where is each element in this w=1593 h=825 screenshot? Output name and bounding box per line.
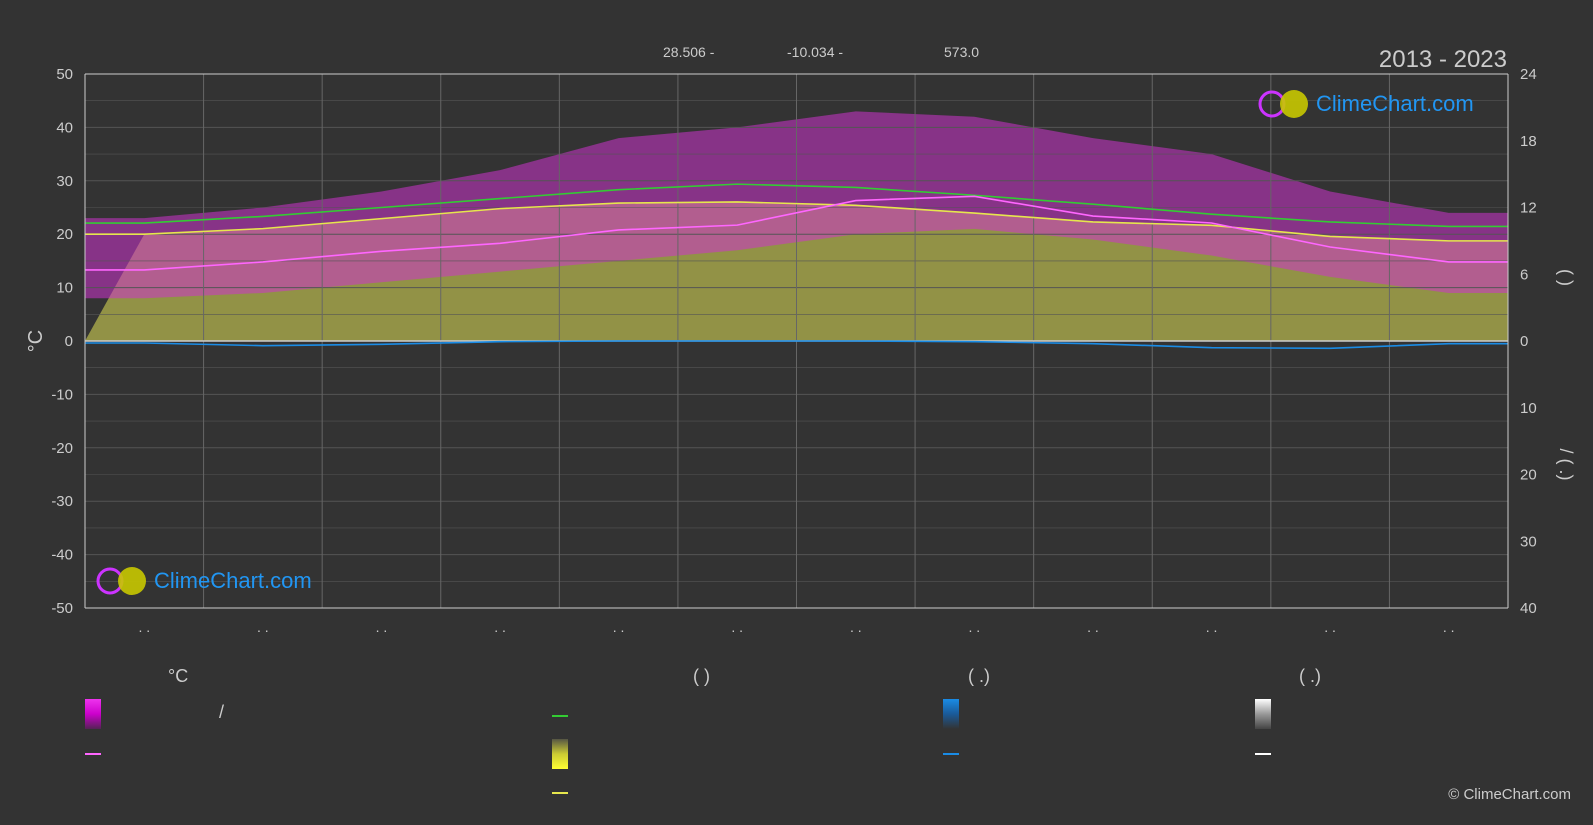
legend-temp-range-swatch: [85, 699, 101, 729]
x-tick-label: . .: [376, 619, 388, 635]
mean-temp-line: [85, 195, 1508, 271]
legend-avg-sunshine-swatch: [552, 792, 568, 794]
y-left-tick-label: 30: [56, 173, 73, 190]
x-tick-label: . .: [494, 619, 506, 635]
y-left-tick-label: 10: [56, 280, 73, 297]
longitude-label: -10.034 -: [787, 44, 844, 60]
y-right-lower-tick-label: 30: [1520, 533, 1537, 550]
legend-avg-snow-swatch: [1255, 753, 1271, 755]
legend-temp-heading: °C: [168, 666, 189, 686]
y-left-tick-label: -30: [51, 493, 73, 510]
x-tick-label: . .: [257, 619, 269, 635]
logo-top[interactable]: ClimeChart.com: [1258, 88, 1474, 120]
y-right-upper-axis-title: ( ): [1556, 269, 1576, 286]
y-left-axis-title: °C: [25, 330, 47, 352]
y-left-tick-label: -20: [51, 440, 73, 457]
x-tick-label: . .: [138, 619, 150, 635]
legend-sunshine-swatch: [552, 739, 568, 769]
y-left-tick-label: 40: [56, 119, 73, 136]
legend-snow-heading: ( .): [1299, 666, 1321, 686]
x-tick-label: . .: [1206, 619, 1218, 635]
x-tick-label: . .: [1324, 619, 1336, 635]
legend-mean-temp-swatch: [85, 753, 101, 755]
legend-sun-heading: ( ): [693, 666, 710, 686]
elevation-label: 573.0: [944, 44, 980, 60]
y-right-lower-tick-label: 10: [1520, 400, 1537, 417]
logo-top-text: ClimeChart.com: [1316, 91, 1474, 116]
logo-bottom-text: ClimeChart.com: [154, 568, 312, 593]
copyright-label: © ClimeChart.com: [1448, 786, 1571, 803]
y-right-upper-tick-label: 18: [1520, 133, 1537, 150]
y-right-lower-tick-label: 40: [1520, 600, 1537, 617]
period-label: 2013 - 2023: [1378, 46, 1507, 73]
y-left-tick-label: 0: [65, 333, 73, 350]
sunshine-line: [85, 201, 1508, 242]
y-left-tick-label: -50: [51, 600, 73, 617]
y-right-upper-tick-label: 6: [1520, 266, 1528, 283]
y-right-upper-tick-label: 24: [1520, 66, 1537, 83]
climechart-logo-icon: [1258, 90, 1308, 118]
axes-layer: 50 40 30 20 10 0 -10 -20 -30 -40 -50 24 18 12 6 0 10 20 30…: [25, 66, 1576, 635]
x-tick-label: . .: [1443, 619, 1455, 635]
precip-line: [85, 340, 1508, 350]
y-right-lower-axis-title: / ( .): [1556, 449, 1576, 481]
x-tick-label: . .: [731, 619, 743, 635]
legend-snow-swatch: [1255, 699, 1271, 729]
y-left-tick-label: -10: [51, 386, 73, 403]
y-left-tick-label: -40: [51, 547, 73, 564]
y-right-upper-tick-label: 0: [1520, 333, 1528, 350]
x-tick-label: . .: [1087, 619, 1099, 635]
legend-rain-heading: ( .): [968, 666, 990, 686]
x-tick-label: . .: [613, 619, 625, 635]
latitude-label: 28.506 -: [663, 44, 715, 60]
legend-rain-swatch: [943, 699, 959, 729]
y-left-tick-label: 50: [56, 66, 73, 83]
y-right-lower-tick-label: 20: [1520, 467, 1537, 484]
legend-daylight-swatch: [552, 715, 568, 717]
y-right-upper-tick-label: 12: [1520, 200, 1537, 217]
series-lines-layer: [85, 183, 1508, 350]
legend-avg-rain-swatch: [943, 753, 959, 755]
legend-slash: /: [219, 702, 225, 722]
daylight-line: [85, 183, 1508, 228]
logo-bottom[interactable]: ClimeChart.com: [96, 565, 312, 597]
climechart-logo-icon: [96, 567, 146, 595]
x-tick-label: . .: [969, 619, 981, 635]
y-left-tick-label: 20: [56, 226, 73, 243]
x-tick-label: . .: [850, 619, 862, 635]
